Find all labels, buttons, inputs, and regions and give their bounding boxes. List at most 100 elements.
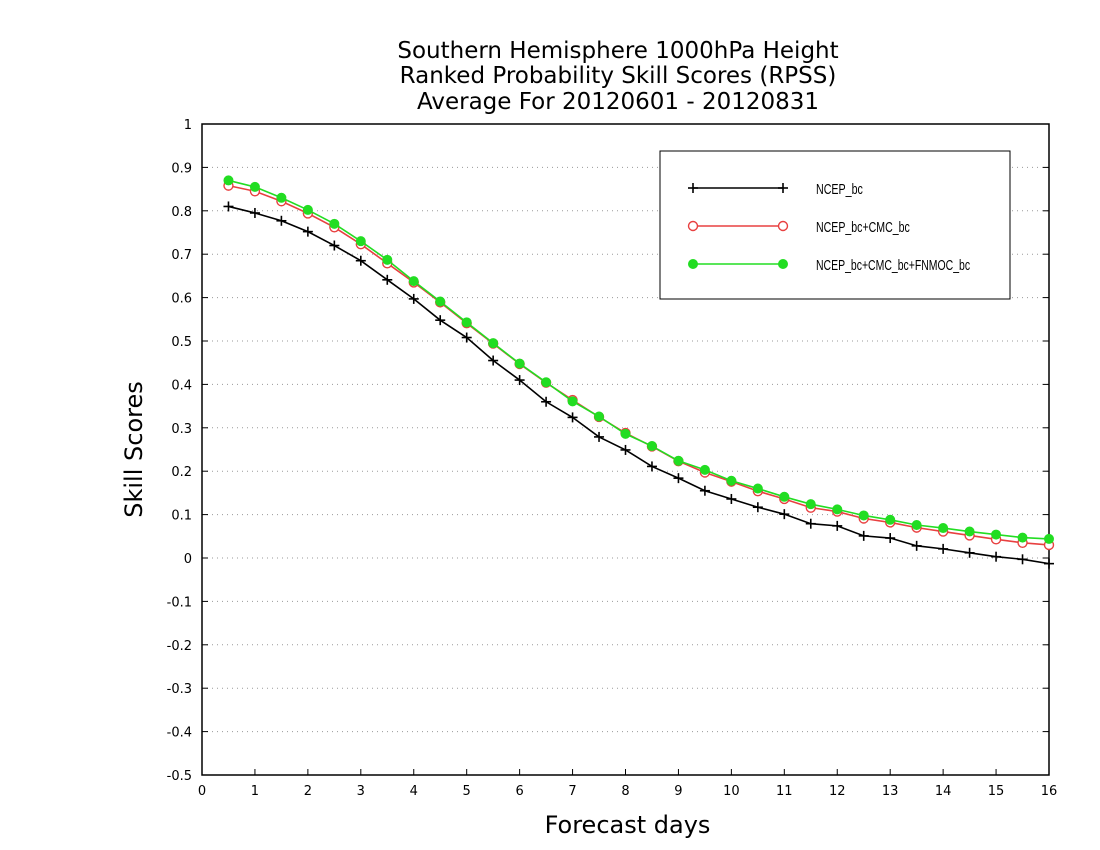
data-point bbox=[355, 236, 366, 247]
x-tick-label: 6 bbox=[515, 784, 523, 799]
legend-label: NCEP_bc+CMC_bc+FNMOC_bc bbox=[816, 257, 970, 274]
series-line bbox=[228, 205, 1050, 565]
x-tick-label: 14 bbox=[935, 784, 952, 799]
legend-label: NCEP_bc+CMC_bc bbox=[816, 219, 910, 236]
data-point bbox=[646, 441, 657, 452]
legend-entry: NCEP_bc+CMC_bc bbox=[687, 219, 910, 236]
data-point bbox=[382, 274, 393, 285]
chart-title-line: Southern Hemisphere 1000hPa Height bbox=[397, 38, 838, 64]
y-tick-label: 0.1 bbox=[171, 509, 192, 524]
legend-marker bbox=[778, 259, 788, 269]
x-tick-label: 8 bbox=[621, 784, 629, 799]
x-axis-title: Forecast days bbox=[545, 811, 711, 839]
data-point bbox=[699, 464, 710, 475]
legend-entry: NCEP_bc bbox=[688, 181, 863, 198]
data-point bbox=[488, 338, 499, 349]
data-point bbox=[964, 547, 975, 558]
data-point bbox=[223, 201, 234, 212]
data-point bbox=[355, 255, 366, 266]
y-tick-label: 1 bbox=[184, 118, 192, 133]
legend-box bbox=[659, 150, 1011, 300]
legend-marker bbox=[687, 220, 699, 232]
legend-label: NCEP_bc bbox=[816, 181, 863, 198]
y-tick-label: 0.6 bbox=[171, 292, 192, 307]
chart-title-line: Ranked Probability Skill Scores (RPSS) bbox=[400, 63, 837, 89]
data-point bbox=[779, 509, 790, 520]
data-point bbox=[805, 518, 816, 529]
x-tick-label: 10 bbox=[723, 784, 740, 799]
data-point bbox=[911, 520, 922, 531]
chart-title-group: Southern Hemisphere 1000hPa HeightRanked… bbox=[397, 38, 838, 115]
data-point bbox=[805, 499, 816, 510]
y-tick-label: 0.3 bbox=[171, 422, 192, 437]
data-point bbox=[488, 355, 499, 366]
x-tick-label: 3 bbox=[357, 784, 365, 799]
x-tick-label: 9 bbox=[674, 784, 682, 799]
data-point bbox=[435, 315, 446, 326]
data-point bbox=[302, 204, 313, 215]
data-point bbox=[646, 461, 657, 472]
x-tick-label: 16 bbox=[1041, 784, 1058, 799]
data-point bbox=[620, 428, 631, 439]
legend-marker bbox=[688, 259, 698, 269]
data-point bbox=[1017, 532, 1028, 543]
x-tick-label: 15 bbox=[988, 784, 1005, 799]
data-point bbox=[885, 533, 896, 544]
data-point bbox=[461, 317, 472, 328]
data-point bbox=[329, 240, 340, 251]
data-point bbox=[594, 431, 605, 442]
series-layer bbox=[223, 175, 1055, 569]
data-point bbox=[329, 218, 340, 229]
y-tick-label: 0.9 bbox=[171, 161, 192, 176]
data-point bbox=[1044, 533, 1054, 544]
x-tick-label: 5 bbox=[463, 784, 471, 799]
x-tick-label: 4 bbox=[410, 784, 418, 799]
data-point bbox=[673, 455, 684, 466]
y-tick-label: 0.5 bbox=[171, 335, 192, 350]
data-point bbox=[223, 175, 234, 186]
legend-marker bbox=[688, 183, 698, 193]
data-point bbox=[858, 530, 869, 541]
data-point bbox=[991, 529, 1002, 540]
data-point bbox=[435, 296, 446, 307]
data-point bbox=[885, 514, 896, 525]
data-point bbox=[276, 192, 287, 203]
data-point bbox=[911, 540, 922, 551]
chart-title-line: Average For 20120601 - 20120831 bbox=[417, 89, 819, 115]
series-ncep-bc-cmc-bc-fnmoc-bc bbox=[223, 175, 1054, 544]
x-tick-label: 13 bbox=[882, 784, 899, 799]
y-tick-label: 0.4 bbox=[171, 378, 192, 393]
data-point bbox=[726, 475, 737, 486]
data-point bbox=[938, 523, 949, 534]
data-point bbox=[541, 377, 552, 388]
data-point bbox=[752, 483, 763, 494]
data-point bbox=[858, 510, 869, 521]
y-tick-label: 0 bbox=[184, 552, 192, 567]
data-point bbox=[752, 502, 763, 513]
x-tick-label: 1 bbox=[251, 784, 259, 799]
data-point bbox=[964, 526, 975, 537]
data-point bbox=[514, 375, 525, 386]
y-tick-label: -0.3 bbox=[167, 682, 192, 697]
y-tick-label: 0.2 bbox=[171, 465, 192, 480]
y-axis: 1 0.9 0.8 0.7 0.6 0.5 0.4 0.3 0.2 0.1 0 -0.1 -0.2 -0.… bbox=[167, 118, 1049, 784]
data-point bbox=[673, 473, 684, 484]
x-tick-label: 2 bbox=[304, 784, 312, 799]
data-point bbox=[779, 491, 790, 502]
data-point bbox=[567, 396, 578, 407]
x-axis: 0 1 2 3 4 5 6 7 8 9 10 11 12 13 14 15 16 bbox=[198, 769, 1057, 799]
data-point bbox=[832, 520, 843, 531]
data-point bbox=[408, 276, 419, 287]
data-point bbox=[382, 254, 393, 265]
legend-entry: NCEP_bc+CMC_bc+FNMOC_bc bbox=[688, 257, 970, 274]
data-point bbox=[276, 215, 287, 226]
data-point bbox=[991, 551, 1002, 562]
legend-marker bbox=[778, 183, 788, 193]
data-point bbox=[699, 485, 710, 496]
y-tick-label: 0.7 bbox=[171, 248, 192, 263]
data-point bbox=[1017, 554, 1028, 565]
data-point bbox=[461, 332, 472, 343]
data-point bbox=[514, 358, 525, 369]
data-point bbox=[620, 444, 631, 455]
